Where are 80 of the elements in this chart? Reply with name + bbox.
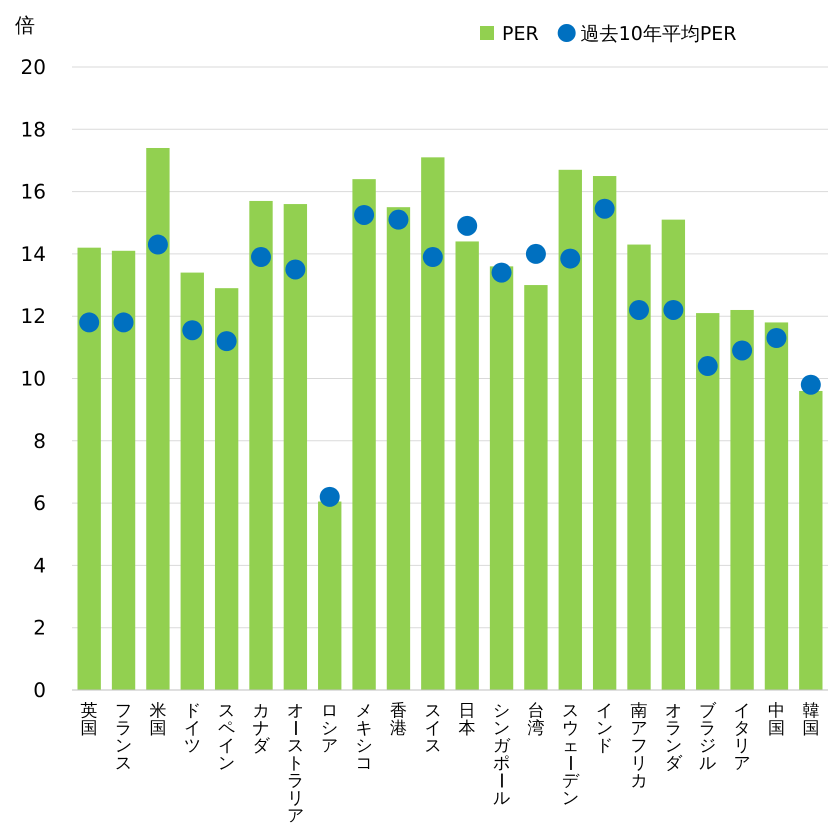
legend-label: 過去10年平均PER — [580, 23, 737, 45]
y-tick-label: 2 — [33, 616, 46, 640]
bar — [764, 322, 788, 690]
point — [663, 300, 684, 320]
point — [698, 356, 718, 376]
x-tick-label: ロシア — [321, 701, 338, 756]
x-tick-label: シンガポール — [490, 701, 512, 808]
point — [629, 300, 649, 320]
x-tick-label: オランダ — [664, 701, 683, 774]
x-tick-label: ブラジル — [699, 701, 718, 774]
point — [216, 331, 237, 352]
bar — [249, 200, 273, 690]
x-tick-label: スイス — [424, 701, 442, 756]
x-tick-label: イタリア — [734, 701, 751, 774]
x-tick-label: メキシコ — [356, 701, 373, 774]
point — [492, 262, 512, 283]
point — [79, 312, 100, 332]
bar — [696, 313, 720, 690]
y-tick-label: 4 — [33, 553, 46, 578]
x-tick-label: 南アフリカ — [630, 701, 648, 791]
point — [560, 248, 580, 269]
point — [320, 486, 340, 507]
point — [251, 247, 271, 268]
x-tick-label: 中国 — [768, 701, 785, 738]
x-tick-label: カナダ — [252, 701, 270, 756]
x-tick-label: 韓国 — [802, 701, 820, 738]
y-tick-label: 12 — [20, 304, 46, 328]
x-tick-label: 香港 — [390, 701, 407, 738]
x-tick-label: フランス — [115, 701, 132, 774]
y-tick-label: 6 — [33, 491, 46, 516]
bar — [421, 157, 444, 690]
point — [800, 374, 821, 395]
legend-label: PER — [502, 23, 539, 45]
x-tick-label: スウェーデン — [559, 701, 580, 808]
y-tick-label: 18 — [20, 117, 46, 142]
bar — [730, 310, 754, 690]
x-tick-label: 台湾 — [527, 701, 544, 738]
x-tick-label: スペイン — [218, 701, 236, 774]
y-tick-label: 0 — [33, 678, 46, 702]
point — [457, 216, 478, 236]
bar — [284, 204, 308, 690]
bar — [352, 179, 376, 690]
bar — [386, 207, 410, 690]
point — [114, 312, 134, 332]
bar — [799, 390, 822, 690]
bar — [146, 148, 170, 690]
point — [766, 328, 786, 348]
point — [148, 234, 168, 255]
bar — [627, 244, 651, 690]
bar — [592, 176, 616, 690]
bar — [456, 241, 479, 690]
y-tick-label: 14 — [20, 242, 46, 266]
point — [422, 247, 443, 268]
x-tick-label: ドイツ — [184, 701, 201, 756]
point — [285, 259, 306, 280]
bar — [318, 502, 342, 690]
bar — [78, 248, 101, 690]
point — [594, 198, 615, 219]
x-tick-label: 英国 — [80, 701, 98, 738]
point — [388, 210, 408, 230]
bar — [558, 170, 582, 690]
x-tick-label: インド — [596, 701, 614, 756]
x-tick-label: 日本 — [458, 701, 476, 738]
y-tick-label: 8 — [33, 428, 46, 453]
point — [526, 244, 546, 264]
y-tick-label: 20 — [20, 55, 46, 79]
bar — [490, 266, 514, 690]
y-axis-title: 倍 — [15, 13, 35, 37]
x-tick-label: オーストラリア — [284, 701, 304, 825]
bar — [524, 285, 548, 690]
point — [732, 340, 752, 360]
point — [182, 320, 202, 340]
x-tick-label: 米国 — [149, 701, 166, 738]
bar — [214, 288, 238, 690]
bar — [112, 250, 136, 690]
point — [354, 204, 374, 225]
bar — [662, 220, 686, 690]
bar — [180, 272, 204, 690]
y-tick-label: 10 — [20, 366, 46, 390]
y-tick-label: 16 — [20, 180, 46, 204]
